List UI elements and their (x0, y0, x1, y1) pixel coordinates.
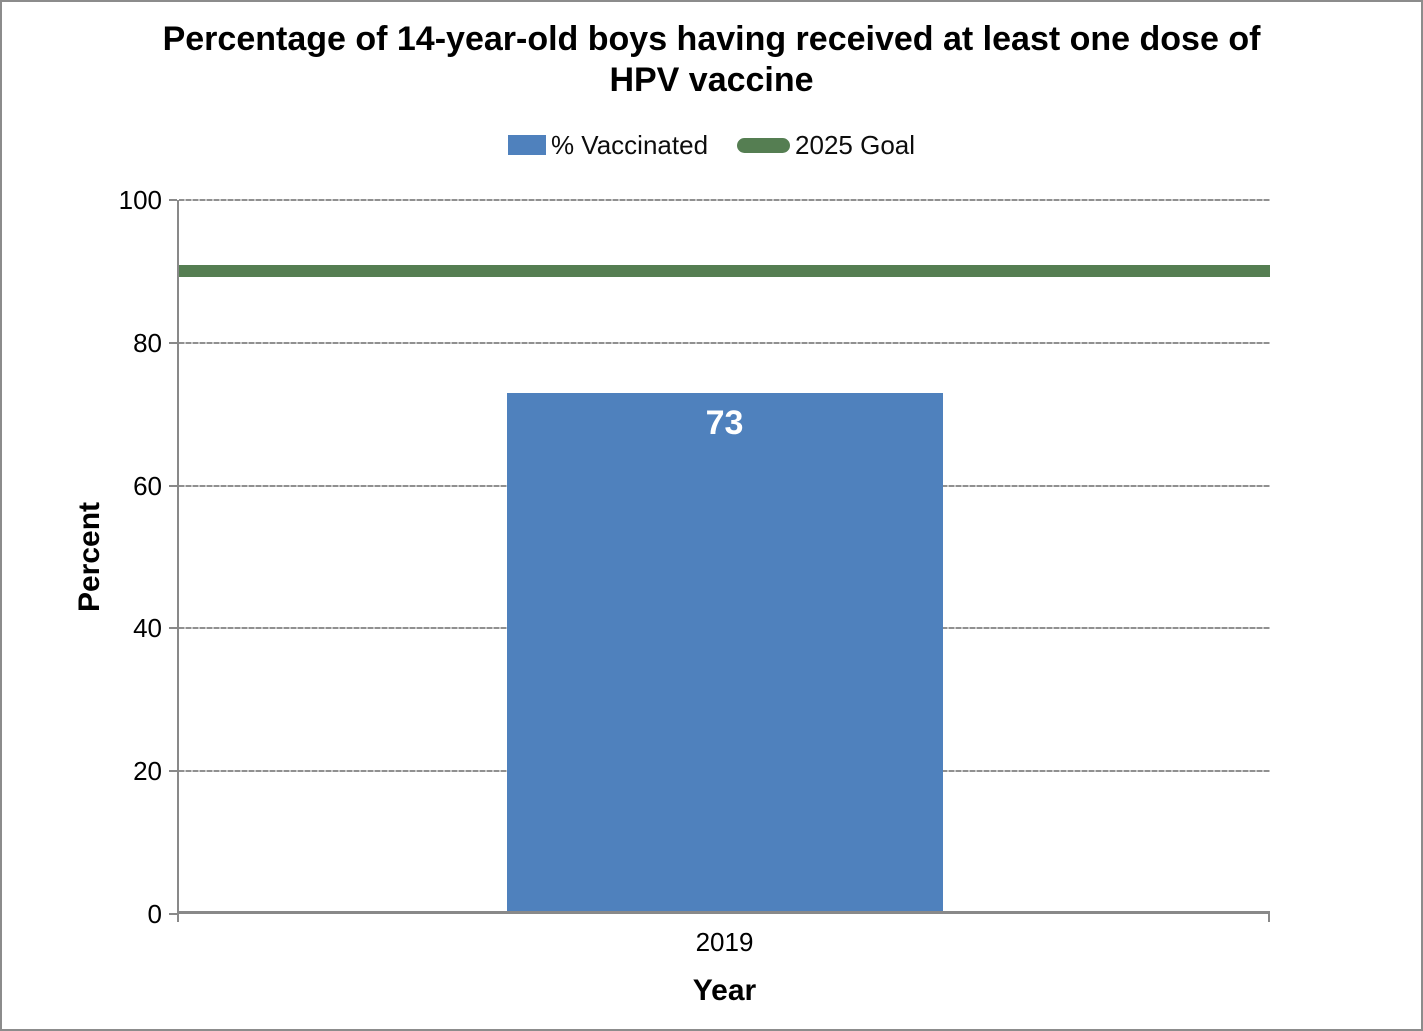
legend-label-goal: 2025 Goal (795, 129, 916, 160)
y-tickmark-100 (169, 199, 177, 201)
y-axis-line (177, 200, 179, 922)
y-tick-label-20: 20 (133, 756, 162, 787)
chart-title: Percentage of 14-year-old boys having re… (162, 20, 1261, 99)
y-tick-label-100: 100 (118, 185, 162, 215)
y-tick-label-0: 0 (147, 899, 162, 929)
goal-line (179, 265, 1270, 278)
y-tickmark-0 (169, 913, 177, 915)
x-axis-title: Year (692, 974, 757, 1007)
y-tickmark-20 (169, 770, 177, 773)
y-tickmark-80 (169, 341, 177, 344)
y-tickmark-60 (169, 484, 177, 487)
legend-item-goal: 2025 Goal (737, 130, 915, 161)
plot-area: 0 20 40 60 80 100 73 2019 (119, 186, 1270, 957)
bar-2019: 73 (506, 392, 943, 914)
y-axis-title: Percent (73, 501, 106, 613)
gridline-100 (179, 199, 1270, 201)
x-tick-label-2019: 2019 (695, 927, 754, 957)
legend-label-vaccinated: % Vaccinated (550, 129, 709, 160)
gridline-80 (179, 341, 1270, 344)
legend-bar-swatch-icon (507, 135, 546, 155)
legend-item-vaccinated: % Vaccinated (507, 129, 709, 161)
y-tick-label-60: 60 (133, 470, 162, 501)
y-tick-label-40: 40 (133, 613, 162, 644)
legend: % Vaccinated 2025 Goal (2, 129, 1421, 161)
x-axis-end-tickmark (1268, 914, 1270, 922)
legend-goal-line-swatch-icon (737, 137, 791, 153)
x-axis-line (177, 911, 1270, 914)
y-tick-label-80: 80 (133, 327, 162, 358)
bar-value-label: 73 (705, 403, 744, 442)
y-tickmark-40 (169, 627, 177, 630)
